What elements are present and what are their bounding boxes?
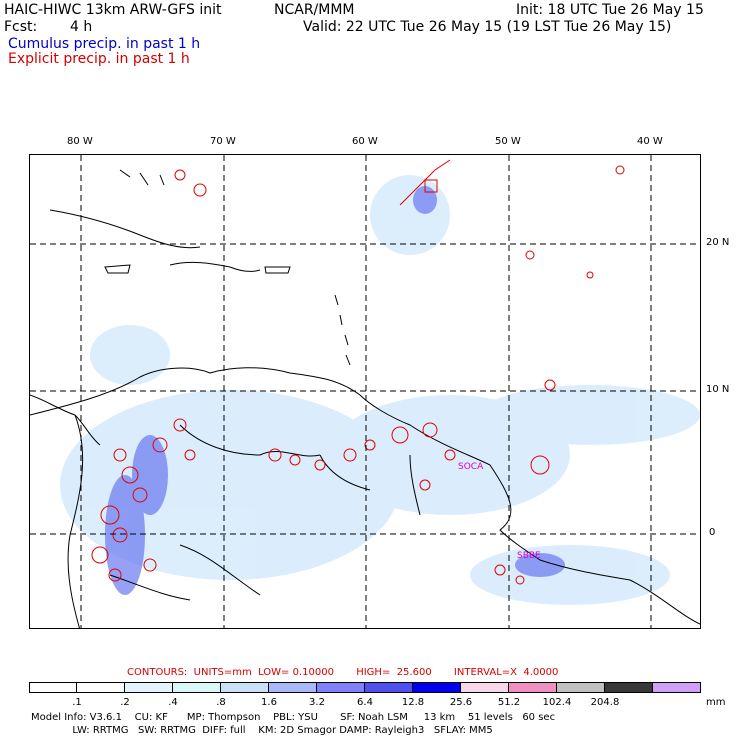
colorbar-level-label: 3.2	[309, 697, 325, 708]
heavy-precip-field	[105, 186, 565, 595]
station-label-soca: SOCA	[458, 462, 484, 472]
lon-label-60w: 60 W	[352, 136, 378, 147]
model-title: HAIC-HIWC 13km ARW-GFS init	[4, 2, 222, 18]
colorbar-swatch	[269, 682, 317, 693]
colorbar-level-label: .2	[120, 697, 130, 708]
graticule	[30, 155, 700, 628]
colorbar-swatch	[221, 682, 269, 693]
colorbar-swatch	[317, 682, 365, 693]
lon-label-50w: 50 W	[495, 136, 521, 147]
explicit-precip-contours	[91, 159, 625, 585]
colorbar-swatch	[509, 682, 557, 693]
org-label: NCAR/MMM	[274, 2, 355, 18]
colorbar-units: mm	[706, 697, 726, 708]
colorbar-swatch	[413, 682, 461, 693]
colorbar-level-label: 6.4	[357, 697, 373, 708]
model-info-line2: LW: RRTMG SW: RRTMG DIFF: full KM: 2D Sm…	[31, 725, 493, 736]
colorbar-level-label: .8	[216, 697, 226, 708]
precip-map: SOCA SBBE	[29, 154, 701, 629]
colorbar-swatch	[29, 682, 77, 693]
colorbar-level-label: 204.8	[590, 697, 620, 708]
colorbar-swatch	[173, 682, 221, 693]
colorbar-level-label: 25.6	[449, 697, 473, 708]
valid-time: Valid: 22 UTC Tue 26 May 15 (19 LST Tue …	[303, 19, 672, 35]
lat-label-10n: 10 N	[706, 384, 730, 395]
colorbar-level-label: .1	[72, 697, 82, 708]
fcst-label: Fcst:	[4, 19, 38, 35]
colorbar-swatch	[77, 682, 125, 693]
lon-label-40w: 40 W	[637, 136, 663, 147]
colorbar-swatch	[461, 682, 509, 693]
lon-label-70w: 70 W	[210, 136, 236, 147]
fcst-value: 4 h	[70, 19, 93, 35]
explicit-legend: Explicit precip. in past 1 h	[8, 51, 190, 67]
colorbar-level-label: .4	[168, 697, 178, 708]
colorbar-swatch	[653, 682, 701, 693]
coastlines	[30, 169, 700, 628]
colorbar-swatch	[605, 682, 653, 693]
colorbar-level-label: 1.6	[261, 697, 277, 708]
init-time: Init: 18 UTC Tue 26 May 15	[516, 2, 704, 18]
colorbar-swatch	[557, 682, 605, 693]
contours-info: CONTOURS: UNITS=mm LOW= 0.10000 HIGH= 25…	[127, 667, 559, 678]
map-canvas: SOCA SBBE	[30, 155, 700, 628]
cumulus-legend: Cumulus precip. in past 1 h	[8, 36, 201, 52]
colorbar-level-label: 51.2	[497, 697, 521, 708]
cumulus-precip-field	[60, 175, 700, 605]
lat-label-20n: 20 N	[706, 237, 730, 248]
colorbar-swatch	[125, 682, 173, 693]
station-label-sbbe: SBBE	[517, 551, 541, 561]
colorbar-level-label: 102.4	[542, 697, 572, 708]
colorbar-level-label: 12.8	[401, 697, 425, 708]
lon-label-80w: 80 W	[67, 136, 93, 147]
lat-label-0: 0	[709, 527, 716, 538]
model-info-line1: Model Info: V3.6.1 CU: KF MP: Thompson P…	[31, 712, 556, 723]
colorbar-swatch	[365, 682, 413, 693]
